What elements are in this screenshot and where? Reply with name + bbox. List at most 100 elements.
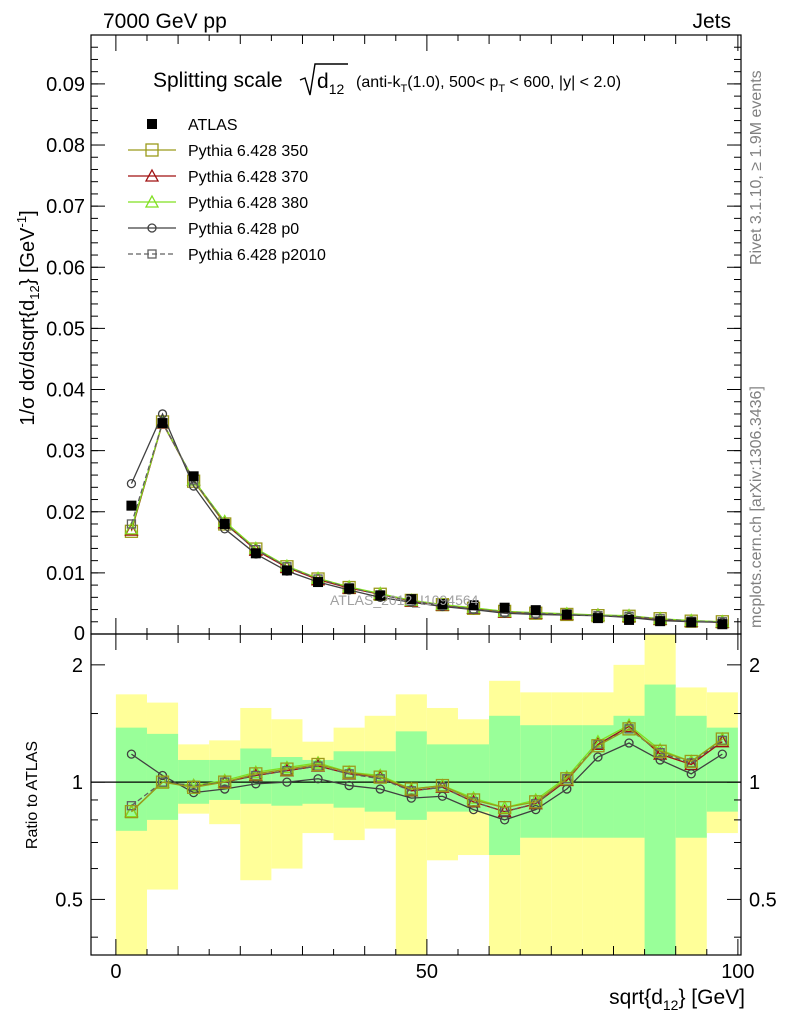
legend-entry: Pythia 6.428 380: [128, 194, 308, 212]
data-point: [655, 616, 666, 627]
data-point: [188, 787, 199, 798]
plot-title: Splitting scale d12 (anti-kT(1.0), 500< …: [153, 63, 621, 97]
data-point: [624, 724, 634, 734]
data-point: [126, 749, 137, 759]
data-point: [593, 752, 603, 762]
analysis-watermark: ATLAS_2012_I1094564: [330, 592, 479, 608]
legend-entry: Pythia 6.428 p2010: [128, 247, 326, 264]
data-point: [280, 762, 294, 776]
band-inner: [644, 684, 676, 955]
legend-label: Pythia 6.428 p0: [188, 221, 299, 238]
band-inner: [706, 727, 738, 812]
data-point: [126, 500, 137, 511]
legend-entry: Pythia 6.428 370: [128, 168, 308, 186]
x-tick-label: 0: [110, 961, 121, 983]
data-point: [186, 780, 201, 794]
data-point: [313, 577, 324, 588]
data-point: [528, 796, 543, 810]
data-point: [530, 605, 541, 616]
data-point: [686, 617, 697, 628]
data-point: [155, 774, 170, 788]
data-point: [497, 801, 512, 815]
data-point: [344, 780, 354, 791]
data-point: [717, 749, 727, 759]
svg-text:(anti-kT(1.0), 500< pT < 600,: (anti-kT(1.0), 500< pT < 600, |y| < 2.0): [356, 74, 621, 95]
data-point: [342, 765, 356, 779]
y-tick-label: 0.05: [46, 318, 85, 340]
legend: ATLAS Pythia 6.428 350 Pythia 6.428 370 Pyt…: [128, 117, 326, 264]
y-tick-label: 0.08: [46, 135, 85, 157]
data-point: [717, 735, 727, 746]
data-point: [406, 594, 417, 605]
data-point: [157, 418, 168, 429]
series-line: [130, 728, 723, 813]
data-point: [124, 804, 139, 819]
band-inner: [115, 727, 147, 831]
data-point: [373, 770, 387, 784]
data-point: [126, 519, 137, 529]
data-point: [624, 614, 635, 625]
y-tick-label: 0.01: [46, 563, 85, 585]
data-point: [624, 738, 634, 748]
legend-label: Pythia 6.428 p2010: [188, 247, 326, 264]
sqrt-symbol: [299, 63, 348, 96]
data-point: [313, 774, 323, 784]
legend-label: Pythia 6.428 350: [188, 143, 308, 160]
band-inner: [551, 725, 583, 838]
data-point: [147, 119, 157, 129]
data-point: [468, 600, 479, 611]
data-point: [590, 734, 606, 748]
data-point: [220, 784, 230, 794]
data-point: [249, 767, 263, 781]
ratio-tick-label-right: 1: [749, 772, 760, 794]
band-inner: [520, 725, 552, 838]
ratio-tick-label-left: 1: [72, 772, 83, 794]
y-tick-label: 0.07: [46, 196, 85, 218]
legend-label: Pythia 6.428 380: [188, 195, 308, 212]
data-point: [375, 590, 386, 601]
data-point: [591, 739, 605, 753]
data-point: [466, 793, 481, 807]
data-point: [404, 782, 418, 796]
data-point: [311, 757, 325, 772]
ratio-tick-label-left: 2: [72, 655, 83, 677]
data-point: [375, 784, 385, 794]
band-inner: [675, 715, 707, 838]
y-axis-label-ratio: Ratio to ATLAS: [24, 741, 41, 849]
series-atlas: [126, 418, 728, 630]
data-point: [155, 775, 170, 789]
x-axis-label: sqrt{d12} [GeV]: [609, 986, 745, 1013]
y-tick-label: 0.02: [46, 502, 85, 524]
data-point: [145, 143, 159, 157]
series-pythia-6-428-350: [124, 722, 729, 819]
data-point: [531, 804, 541, 815]
data-point: [344, 583, 355, 594]
ratio-frame: [90, 633, 742, 956]
data-point: [653, 744, 667, 758]
legend-label: Pythia 6.428 370: [188, 169, 308, 186]
data-point: [282, 777, 292, 787]
band-inner: [489, 715, 521, 856]
data-point: [437, 791, 448, 801]
data-point: [684, 754, 698, 769]
series-line: [130, 412, 723, 624]
legend-entry: Pythia 6.428 p0: [128, 221, 299, 238]
data-point: [144, 194, 160, 208]
data-point: [220, 777, 230, 787]
header-process: Jets: [692, 10, 731, 33]
data-point: [147, 249, 157, 259]
data-point: [147, 223, 157, 233]
ratio-tick-label-right: 2: [749, 655, 760, 677]
data-point: [715, 732, 729, 746]
y-tick-label: 0.03: [46, 441, 85, 463]
y-tick-label: 0.09: [46, 74, 85, 96]
y-tick-label: 0: [74, 623, 85, 645]
ratio-tick-label-left: 0.5: [55, 889, 83, 911]
y-tick-label: 0.04: [46, 380, 85, 402]
data-point: [560, 772, 574, 786]
data-point: [218, 775, 232, 789]
svg-text:d12: d12: [317, 70, 344, 97]
data-point: [250, 548, 261, 559]
x-tick-label: 100: [721, 961, 754, 983]
